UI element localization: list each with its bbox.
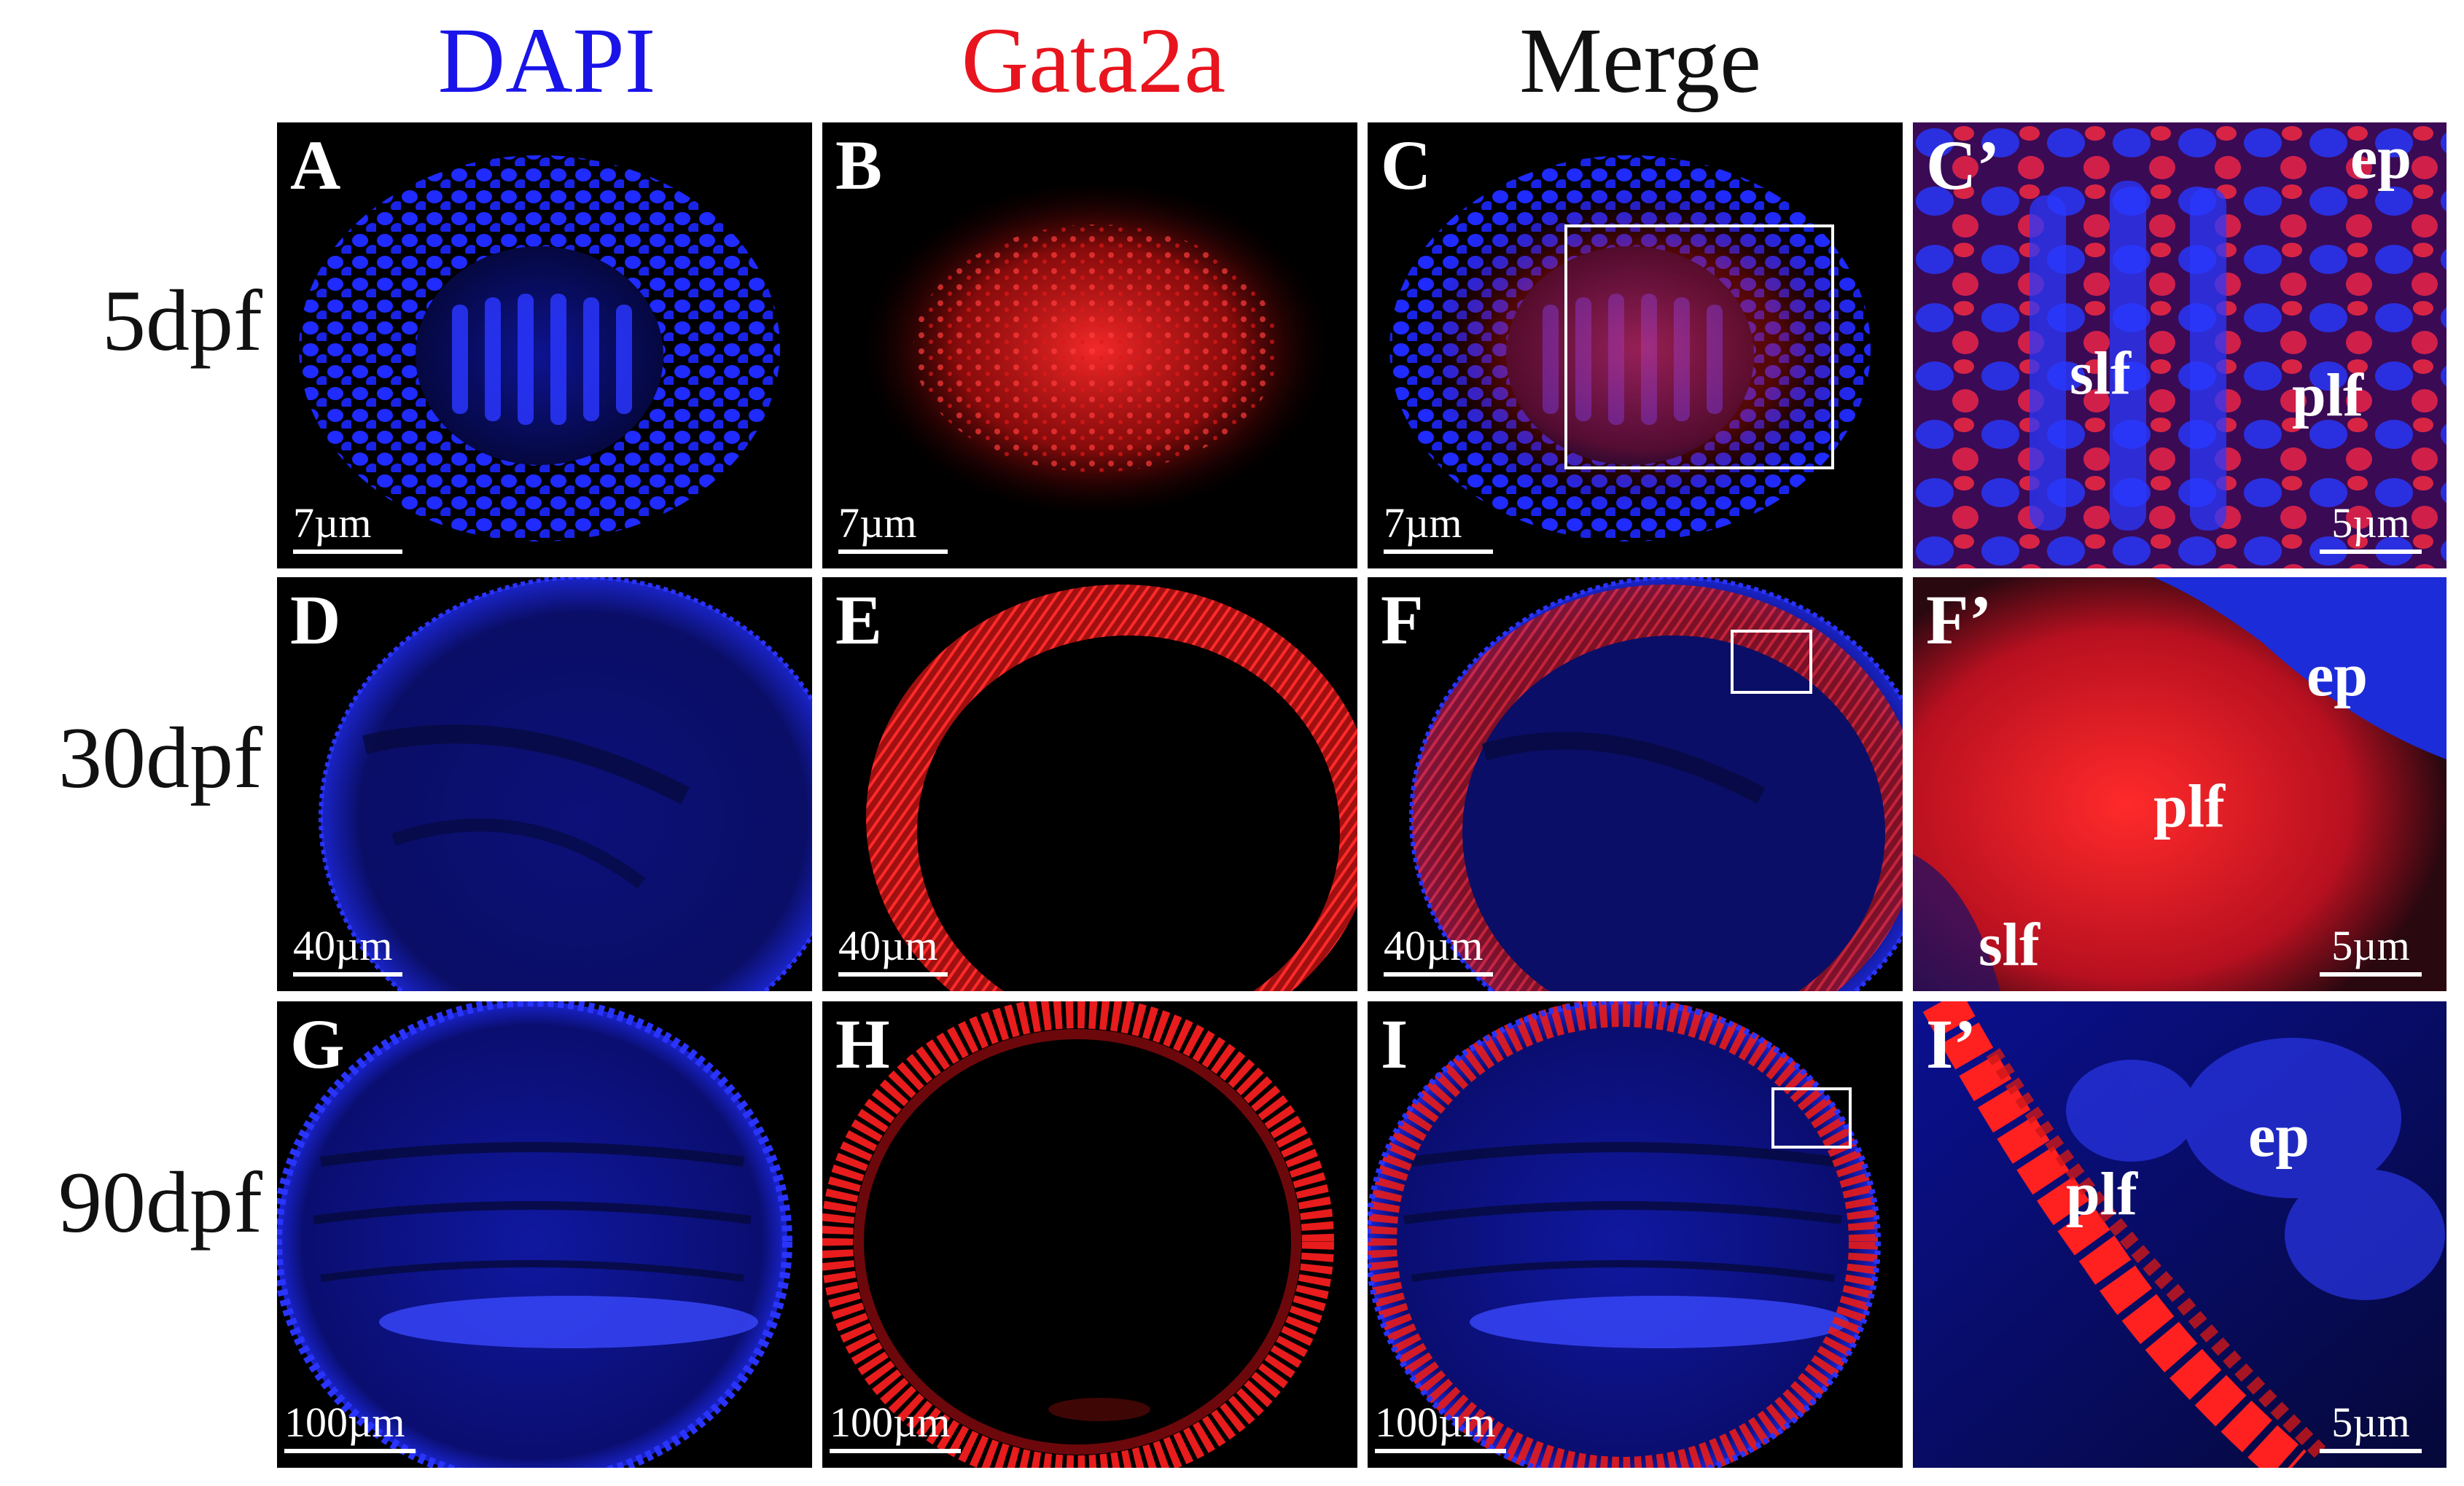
- annotation-plf: plf: [2153, 773, 2226, 840]
- micrograph-zoom-30dpf: [1913, 577, 2447, 991]
- scale-bar-line: [293, 972, 402, 977]
- scale-bar-line: [838, 550, 948, 554]
- micrograph-merge-90dpf: [1368, 1001, 1881, 1468]
- scale-bar: 7µm: [838, 500, 948, 554]
- panel-letter: B: [835, 126, 883, 204]
- micrograph-dapi-5dpf: [299, 155, 780, 541]
- panel-i-merge-90dpf: I 100µm: [1368, 1001, 1903, 1468]
- micrograph-gata2a-30dpf: [866, 584, 1357, 991]
- scale-bar-label: 5µm: [2331, 922, 2410, 969]
- panel-h-gata2a-90dpf: H 100µm: [822, 1001, 1357, 1468]
- micrograph-dapi-30dpf: [319, 577, 812, 991]
- panel-letter: I: [1381, 1005, 1408, 1083]
- scale-bar-line: [1384, 550, 1493, 554]
- annotation-slf: slf: [1978, 911, 2040, 979]
- scale-bar-label: 7µm: [293, 499, 372, 547]
- micrograph-dapi-90dpf: [277, 1001, 792, 1468]
- micrograph-gata2a-5dpf: [862, 181, 1329, 516]
- panel-g-dapi-90dpf: G 100µm: [277, 1001, 812, 1468]
- scale-bar-label: 100µm: [1375, 1399, 1496, 1446]
- scale-bar-label: 5µm: [2331, 499, 2410, 547]
- scale-bar-label: 100µm: [830, 1399, 951, 1446]
- panel-c-prime-zoom-5dpf: C’ ep slf plf 5µm: [1913, 122, 2447, 568]
- panel-d-dapi-30dpf: D 40µm: [277, 577, 812, 991]
- scale-bar: 5µm: [2320, 1399, 2422, 1453]
- panel-e-gata2a-30dpf: E 40µm: [822, 577, 1357, 991]
- inset-box: [1771, 1087, 1852, 1149]
- row-label-5dpf: 5dpf: [102, 272, 262, 369]
- micrograph-zoom-90dpf: [1913, 1001, 2447, 1468]
- panel-c-merge-5dpf: C 7µm: [1368, 122, 1903, 568]
- scale-bar: 7µm: [293, 500, 402, 554]
- annotation-slf: slf: [2070, 340, 2131, 407]
- scale-bar-line: [1384, 972, 1493, 977]
- annotation-ep: ep: [2248, 1102, 2309, 1170]
- annotation-plf: plf: [2066, 1160, 2138, 1228]
- scale-bar: 40µm: [838, 923, 948, 977]
- scale-bar-line: [2320, 972, 2422, 977]
- panel-letter: C: [1381, 126, 1432, 204]
- scale-bar-line: [830, 1449, 961, 1453]
- panel-b-gata2a-5dpf: B 7µm: [822, 122, 1357, 568]
- annotation-ep: ep: [2350, 124, 2412, 192]
- scale-bar-label: 7µm: [1384, 499, 1462, 547]
- scale-bar-label: 7µm: [838, 499, 917, 547]
- scale-bar: 100µm: [830, 1399, 961, 1453]
- scale-bar: 100µm: [284, 1399, 416, 1453]
- scale-bar-line: [2320, 1449, 2422, 1453]
- scale-bar: 5µm: [2320, 500, 2422, 554]
- scale-bar-line: [1375, 1449, 1506, 1453]
- column-header-merge: Merge: [1519, 9, 1761, 112]
- panel-letter: A: [290, 126, 341, 204]
- panel-i-prime-zoom-90dpf: I’ ep plf 5µm: [1913, 1001, 2447, 1468]
- panel-letter: G: [290, 1005, 345, 1083]
- panel-letter: F’: [1926, 581, 1992, 659]
- row-label-30dpf: 30dpf: [58, 709, 262, 806]
- micrograph-merge-5dpf: [1389, 155, 1874, 541]
- scale-bar-line: [2320, 550, 2422, 554]
- micrograph-merge-30dpf: [1409, 577, 1903, 991]
- scale-bar-label: 40µm: [293, 922, 393, 969]
- row-label-90dpf: 90dpf: [58, 1154, 262, 1251]
- panel-letter: D: [290, 581, 341, 659]
- panel-letter: I’: [1926, 1005, 1977, 1083]
- panel-letter: E: [835, 581, 883, 659]
- scale-bar-label: 5µm: [2331, 1399, 2410, 1446]
- micrograph-zoom-5dpf: [1913, 122, 2447, 568]
- scale-bar: 40µm: [1384, 923, 1493, 977]
- inset-box: [1731, 630, 1812, 694]
- scale-bar: 40µm: [293, 923, 402, 977]
- panel-a-dapi-5dpf: A 7µm: [277, 122, 812, 568]
- column-header-gata2a: Gata2a: [961, 9, 1226, 112]
- column-header-dapi: DAPI: [437, 9, 656, 112]
- panel-f-prime-zoom-30dpf: F’ ep plf slf 5µm: [1913, 577, 2447, 991]
- annotation-ep: ep: [2307, 641, 2368, 709]
- scale-bar-label: 40µm: [838, 922, 938, 969]
- scale-bar: 7µm: [1384, 500, 1493, 554]
- micrograph-gata2a-90dpf: [822, 1001, 1334, 1468]
- scale-bar-label: 40µm: [1384, 922, 1484, 969]
- scale-bar-label: 100µm: [284, 1399, 405, 1446]
- panel-f-merge-30dpf: F 40µm: [1368, 577, 1903, 991]
- scale-bar-line: [284, 1449, 416, 1453]
- scale-bar: 5µm: [2320, 923, 2422, 977]
- panel-letter: H: [835, 1005, 890, 1083]
- scale-bar-line: [838, 972, 948, 977]
- annotation-plf: plf: [2292, 361, 2364, 429]
- scale-bar-line: [293, 550, 402, 554]
- panel-letter: F: [1381, 581, 1424, 659]
- inset-box: [1564, 224, 1834, 469]
- scale-bar: 100µm: [1375, 1399, 1506, 1453]
- panel-letter: C’: [1926, 126, 2000, 204]
